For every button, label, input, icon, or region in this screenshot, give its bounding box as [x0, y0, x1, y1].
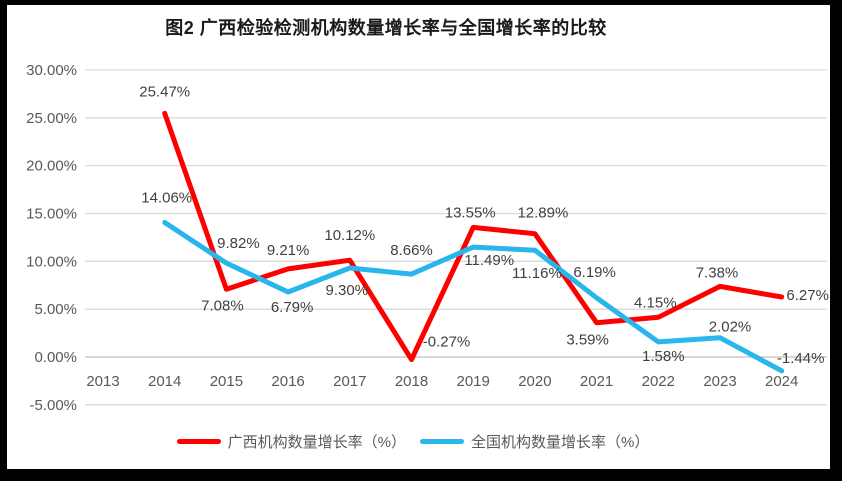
x-axis-tick-label: 2019 — [457, 373, 490, 390]
y-axis-tick-label: 10.00% — [26, 253, 77, 270]
y-axis-tick-label: 15.00% — [26, 205, 77, 222]
legend-item-guangxi: 广西机构数量增长率（%） — [176, 431, 406, 452]
y-axis-tick-label: 0.00% — [34, 349, 77, 366]
chart-legend: 广西机构数量增长率（%） 全国机构数量增长率（%） — [7, 431, 819, 452]
line-chart: 30.00% 25.00% 20.00% 15.00% 10.00% 5.00% 0.00%… — [26, 62, 829, 414]
y-axis-tick-label: 5.00% — [34, 301, 77, 318]
data-label-series-1: 1.58% — [642, 348, 685, 365]
y-axis-tick-label: -5.00% — [29, 397, 77, 414]
data-label-series-0: 25.47% — [139, 83, 190, 100]
x-axis-tick-label: 2018 — [395, 373, 428, 390]
x-axis-tick-label: 2020 — [518, 373, 551, 390]
x-axis-tick-label: 2013 — [86, 373, 119, 390]
y-axis-tick-label: 25.00% — [26, 110, 77, 127]
data-label-series-1: 14.06% — [141, 189, 192, 206]
data-label-series-1: 9.82% — [217, 235, 260, 252]
data-label-series-0: 3.59% — [566, 332, 609, 349]
data-label-series-1: 6.19% — [573, 264, 616, 281]
y-axis-tick-label: 20.00% — [26, 158, 77, 175]
data-label-series-0: -0.27% — [423, 334, 471, 351]
series-line-1 — [162, 220, 785, 374]
chart-title: 图2 广西检验检测机构数量增长率与全国增长率的比较 — [165, 18, 607, 38]
data-label-series-0: 4.15% — [634, 294, 677, 311]
x-axis-tick-label: 2017 — [333, 373, 366, 390]
chart-canvas: 图2 广西检验检测机构数量增长率与全国增长率的比较 30.00% 25.00% 20… — [7, 5, 830, 469]
legend-swatch-national — [420, 439, 464, 444]
x-axis-tick-label: 2023 — [703, 373, 736, 390]
x-axis-tick-label: 2014 — [148, 373, 181, 390]
data-label-series-1: -1.44% — [777, 350, 825, 367]
legend-label-national: 全国机构数量增长率（%） — [471, 434, 650, 451]
legend-item-national: 全国机构数量增长率（%） — [420, 431, 649, 452]
x-axis-tick-label: 2022 — [642, 373, 675, 390]
data-label-series-1: 6.79% — [271, 299, 314, 316]
data-label-series-0: 7.08% — [201, 297, 244, 314]
x-axis-tick-label: 2021 — [580, 373, 613, 390]
data-label-series-1: 11.49% — [464, 252, 514, 269]
data-label-series-1: 8.66% — [390, 242, 433, 259]
series-line-0 — [162, 110, 785, 363]
data-label-series-0: 10.12% — [324, 227, 375, 244]
data-label-series-0: 12.89% — [517, 205, 568, 222]
data-label-series-1: 9.30% — [326, 282, 369, 299]
x-axis-tick-label: 2015 — [210, 373, 243, 390]
data-label-series-0: 9.21% — [267, 242, 310, 259]
x-axis-tick-label: 2016 — [271, 373, 304, 390]
y-axis-tick-label: 30.00% — [26, 62, 77, 79]
legend-label-guangxi: 广西机构数量增长率（%） — [227, 434, 406, 451]
data-label-series-0: 13.55% — [445, 204, 496, 221]
data-label-series-1: 2.02% — [709, 319, 752, 336]
legend-swatch-guangxi — [176, 439, 221, 444]
data-label-series-0: 6.27% — [786, 287, 829, 304]
x-axis-tick-label: 2024 — [765, 373, 798, 390]
data-label-series-1: 11.16% — [512, 265, 562, 282]
data-label-series-0: 7.38% — [696, 264, 739, 281]
